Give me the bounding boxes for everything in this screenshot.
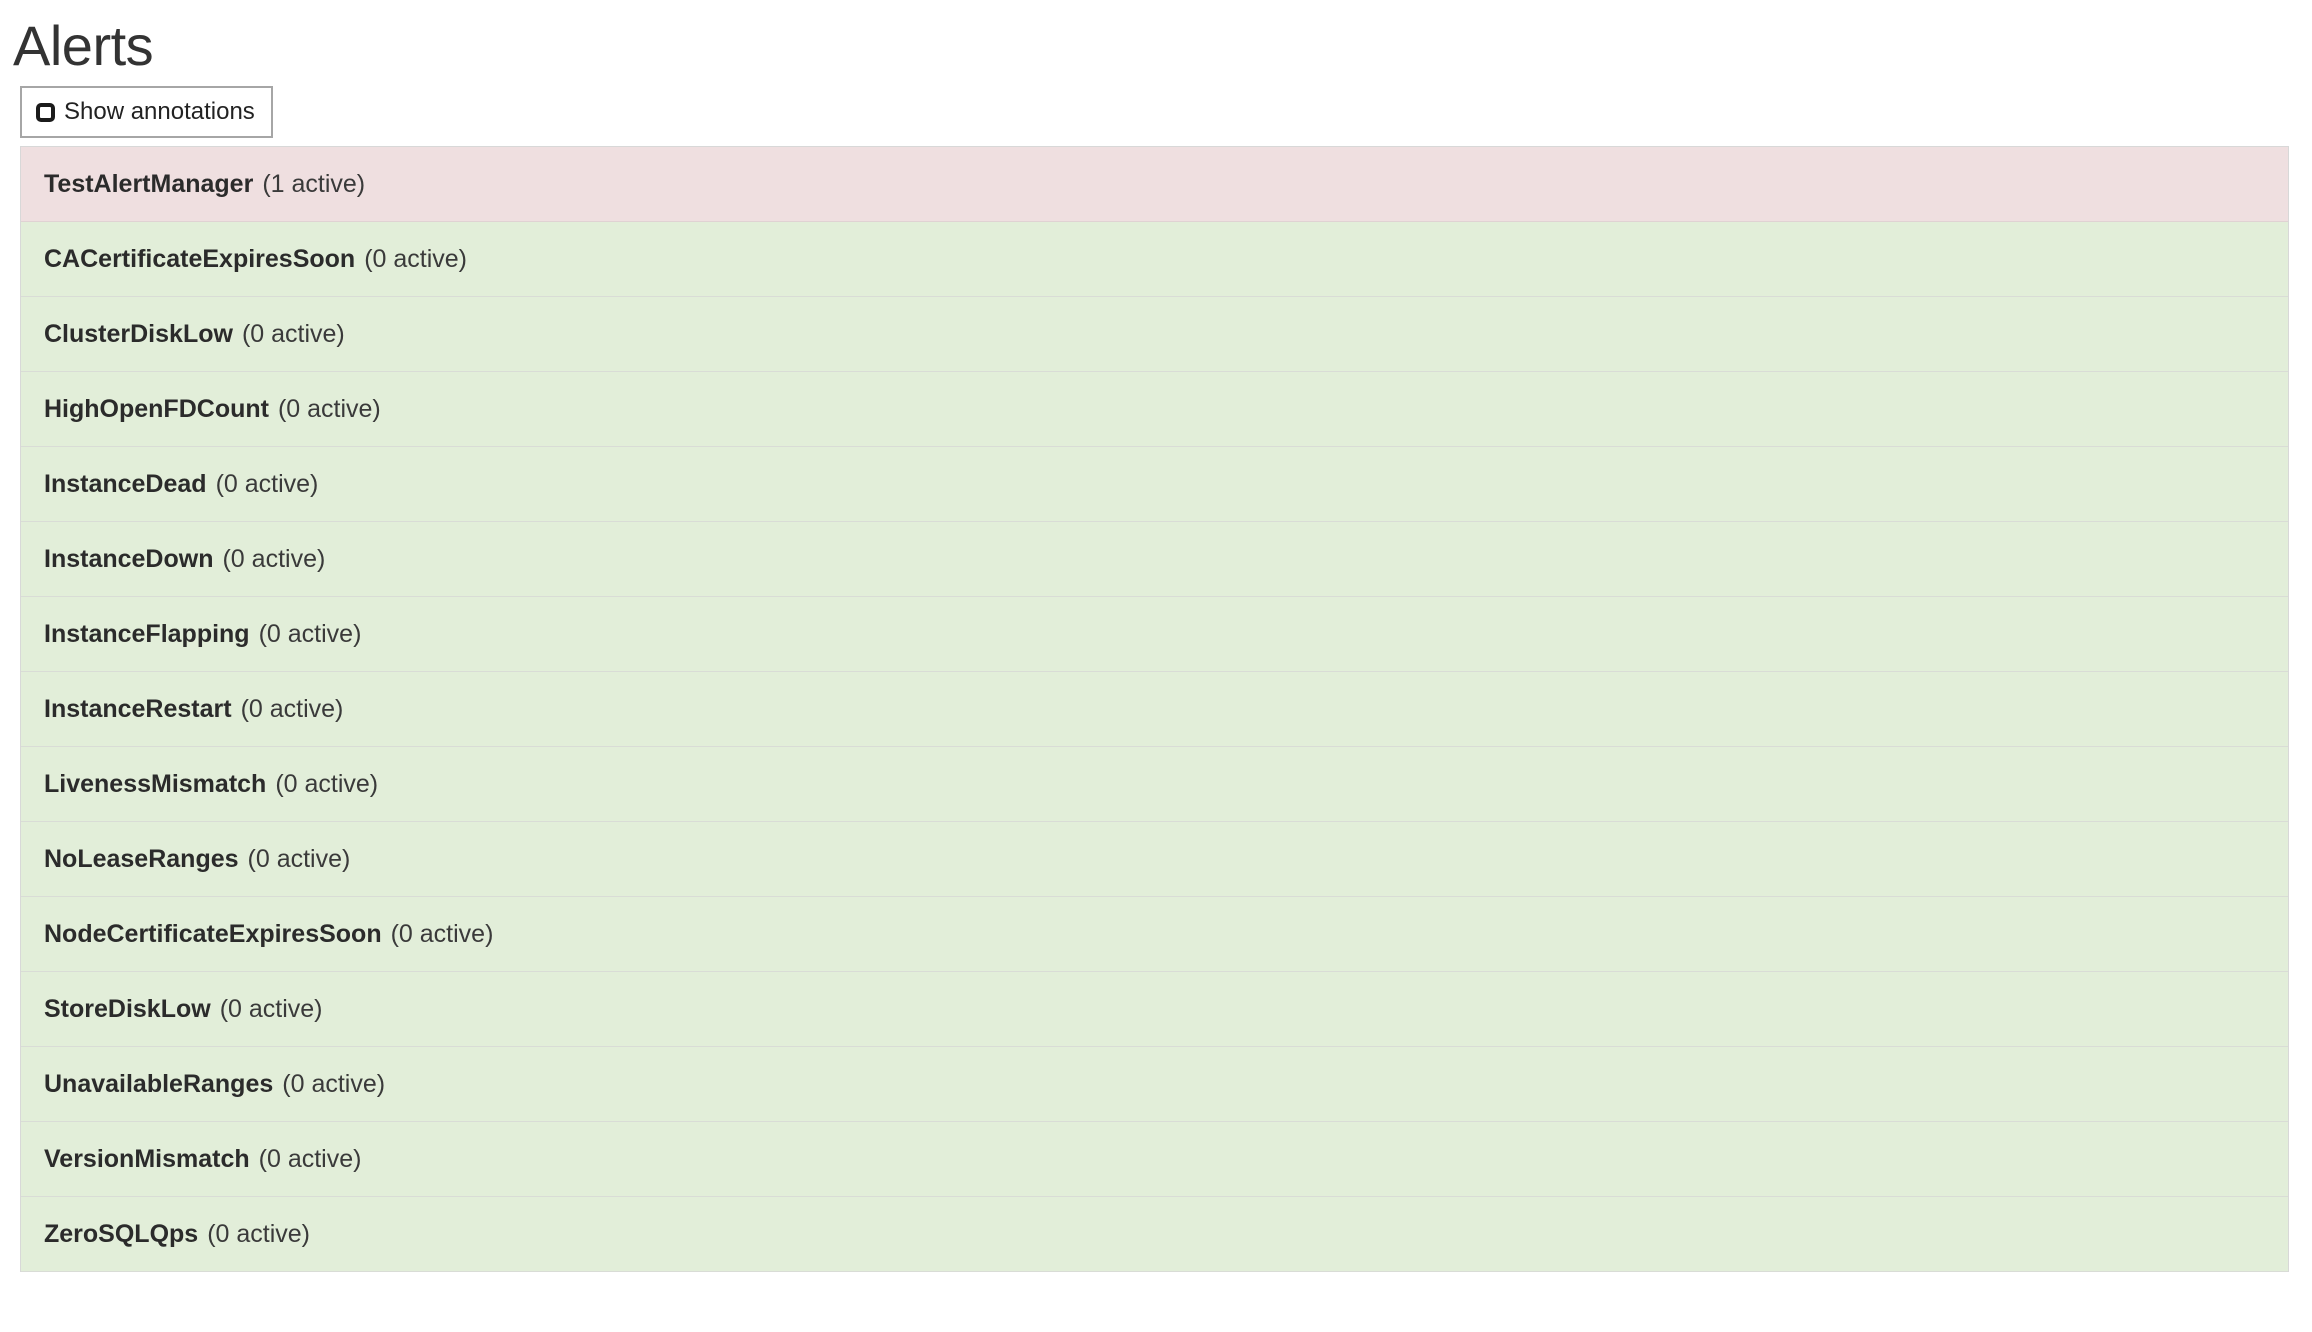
alert-name: VersionMismatch [44,1145,250,1173]
alert-name: InstanceDead [44,470,207,498]
alert-name: NodeCertificateExpiresSoon [44,920,382,948]
alert-active-count: (0 active) [277,395,381,423]
alert-list: TestAlertManager (1 active) CACertificateE… [20,146,2289,1272]
alert-row[interactable]: NoLeaseRanges (0 active) [21,822,2288,897]
alert-active-count: (0 active) [240,695,344,723]
alert-name: InstanceFlapping [44,620,250,648]
alert-row[interactable]: ZeroSQLQps (0 active) [21,1197,2288,1272]
page-title: Alerts [13,14,154,77]
alert-row[interactable]: InstanceDown (0 active) [21,522,2288,597]
alert-row[interactable]: InstanceRestart (0 active) [21,672,2288,747]
alert-row[interactable]: InstanceFlapping (0 active) [21,597,2288,672]
alert-row[interactable]: CACertificateExpiresSoon (0 active) [21,222,2288,297]
alert-name: LivenessMismatch [44,770,267,798]
alert-row[interactable]: InstanceDead (0 active) [21,447,2288,522]
alert-row[interactable]: VersionMismatch (0 active) [21,1122,2288,1197]
alert-name: InstanceDown [44,545,214,573]
alert-name: ZeroSQLQps [44,1220,199,1248]
alert-active-count: (0 active) [247,845,351,873]
alert-row[interactable]: ClusterDiskLow (0 active) [21,297,2288,372]
alert-active-count: (0 active) [215,470,319,498]
alert-row[interactable]: UnavailableRanges (0 active) [21,1047,2288,1122]
alert-name: ClusterDiskLow [44,320,233,348]
show-annotations-button[interactable]: Show annotations [20,86,273,138]
alert-active-count: (0 active) [219,995,323,1023]
alert-active-count: (0 active) [241,320,345,348]
alert-name: InstanceRestart [44,695,232,723]
alert-row[interactable]: TestAlertManager (1 active) [21,147,2288,222]
alert-name: UnavailableRanges [44,1070,274,1098]
toolbar: Show annotations [0,78,2312,138]
alert-name: NoLeaseRanges [44,845,239,873]
alert-row[interactable]: NodeCertificateExpiresSoon (0 active) [21,897,2288,972]
alert-name: StoreDiskLow [44,995,211,1023]
alert-row[interactable]: LivenessMismatch (0 active) [21,747,2288,822]
alert-active-count: (0 active) [364,245,468,273]
alert-row[interactable]: HighOpenFDCount (0 active) [21,372,2288,447]
alert-name: TestAlertManager [44,170,254,198]
alert-active-count: (0 active) [390,920,494,948]
alert-row[interactable]: StoreDiskLow (0 active) [21,972,2288,1047]
alert-active-count: (0 active) [258,620,362,648]
alert-name: HighOpenFDCount [44,395,269,423]
alert-name: CACertificateExpiresSoon [44,245,356,273]
show-annotations-label: Show annotations [64,98,255,125]
alert-active-count: (0 active) [275,770,379,798]
alert-active-count: (0 active) [282,1070,386,1098]
alert-active-count: (0 active) [222,545,326,573]
alert-active-count: (1 active) [262,170,366,198]
alert-active-count: (0 active) [207,1220,310,1248]
checkbox-unchecked-icon [36,102,55,122]
alert-active-count: (0 active) [258,1145,362,1173]
